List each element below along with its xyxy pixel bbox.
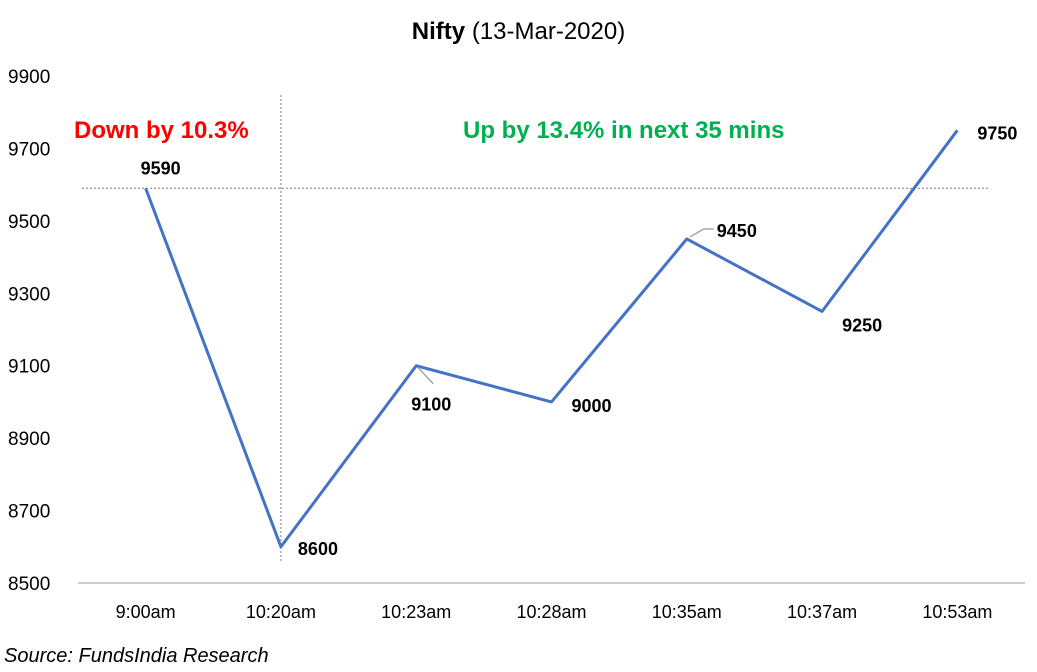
data-label: 9250 bbox=[842, 315, 882, 335]
leader-line bbox=[689, 228, 714, 238]
y-tick-label: 9700 bbox=[8, 139, 50, 160]
nifty-line bbox=[144, 129, 959, 549]
x-tick-label: 10:35am bbox=[652, 602, 722, 622]
data-label: 9590 bbox=[141, 158, 181, 178]
x-tick-label: 10:37am bbox=[787, 602, 857, 622]
y-tick-label: 9100 bbox=[8, 357, 50, 378]
y-tick-label: 8700 bbox=[8, 502, 50, 523]
annotation-up: Up by 13.4% in next 35 mins bbox=[463, 117, 784, 144]
y-tick-label: 9900 bbox=[8, 67, 50, 88]
x-tick-label: 10:23am bbox=[381, 602, 451, 622]
x-tick-label: 9:00am bbox=[116, 602, 176, 622]
y-tick-label: 9300 bbox=[8, 284, 50, 305]
y-tick-label: 8500 bbox=[8, 574, 50, 595]
leader-line bbox=[417, 367, 434, 385]
x-tick-label: 10:28am bbox=[516, 602, 586, 622]
chart-title: Nifty (13-Mar-2020) bbox=[411, 18, 626, 45]
y-tick-label: 9500 bbox=[8, 212, 50, 233]
annotation-down: Down by 10.3% bbox=[74, 117, 249, 144]
x-tick-label: 10:20am bbox=[246, 602, 316, 622]
source-note: Source: FundsIndia Research bbox=[4, 645, 269, 667]
data-label: 8600 bbox=[298, 539, 338, 559]
data-label: 9100 bbox=[411, 395, 451, 415]
y-tick-label: 8900 bbox=[8, 429, 50, 450]
data-label: 9750 bbox=[977, 123, 1017, 143]
x-tick-label: 10:53am bbox=[922, 602, 992, 622]
data-label: 9450 bbox=[717, 221, 757, 241]
data-label: 9000 bbox=[572, 396, 612, 416]
